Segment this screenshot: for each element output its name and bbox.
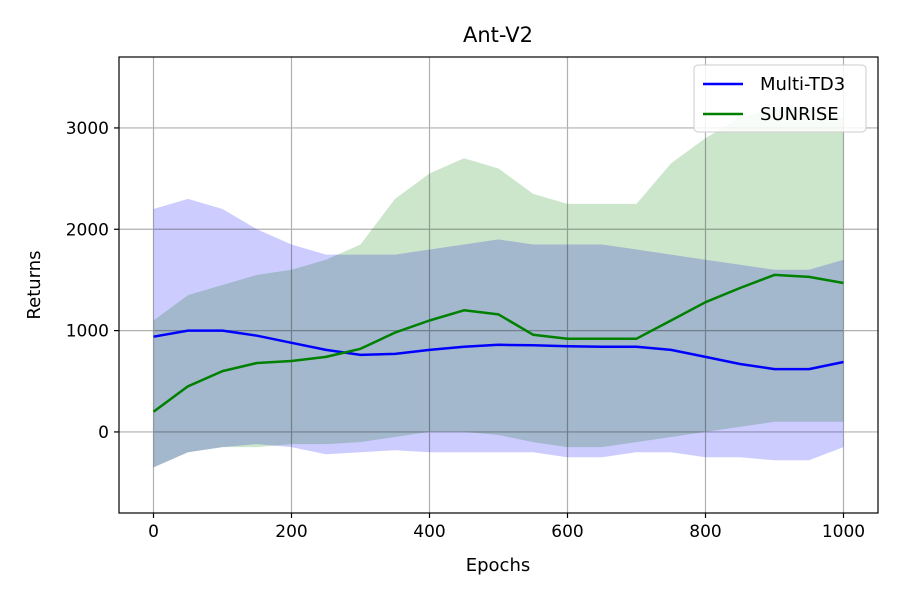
y-tick-label: 0: [98, 423, 109, 443]
error-bands: [153, 107, 844, 468]
series-lines: [152, 273, 844, 413]
x-tick-label: 600: [551, 522, 583, 542]
plot-area: 0 200 400 600 800 1000 0 1000 2000 3000: [66, 56, 879, 542]
y-tick-label: 2000: [66, 220, 109, 240]
line-multi-td3: [153, 329, 844, 371]
x-tick-label: 0: [148, 522, 159, 542]
chart-title: Ant-V2: [463, 23, 533, 47]
x-axis-label: Epochs: [466, 555, 531, 576]
y-axis-label: Returns: [24, 250, 45, 319]
legend-label-sunrise: SUNRISE: [760, 104, 839, 125]
x-axis-ticks: 0 200 400 600 800 1000: [148, 513, 865, 542]
x-tick-label: 800: [689, 522, 721, 542]
band-sunrise: [153, 107, 844, 468]
legend: Multi-TD3 SUNRISE: [693, 64, 867, 133]
plot-frame: [118, 56, 879, 514]
line-sunrise: [152, 273, 844, 413]
y-tick-label: 3000: [66, 119, 109, 139]
y-tick-label: 1000: [66, 322, 109, 342]
x-tick-label: 400: [413, 522, 445, 542]
legend-label-multi-td3: Multi-TD3: [760, 74, 845, 95]
x-tick-label: 1000: [822, 522, 865, 542]
y-axis-ticks: 0 1000 2000 3000: [66, 119, 119, 443]
x-tick-label: 200: [275, 522, 307, 542]
